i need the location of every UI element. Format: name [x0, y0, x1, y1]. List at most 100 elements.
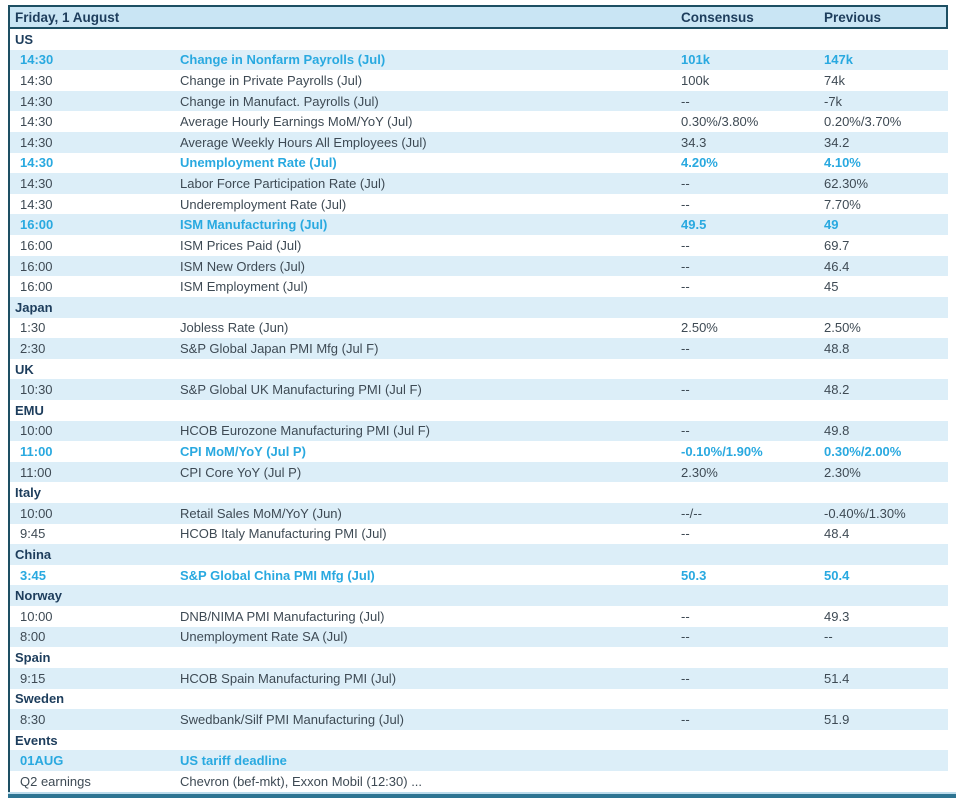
economic-calendar-table: Friday, 1 August Consensus Previous US 14…	[8, 5, 956, 798]
consensus-value: --	[681, 629, 690, 645]
previous-value: 0.30%/2.00%	[824, 443, 902, 459]
table-bottom-border	[8, 791, 956, 798]
event-name: CPI Core YoY (Jul P)	[180, 464, 302, 480]
event-name: S&P Global China PMI Mfg (Jul)	[180, 567, 375, 583]
previous-value: 62.30%	[824, 176, 869, 192]
section-row: UK	[10, 359, 948, 380]
event-row: 9:45 HCOB Italy Manufacturing PMI (Jul) --…	[10, 524, 948, 545]
table-body: US 14:30 Change in Nonfarm Payrolls (Jul) 1…	[10, 29, 948, 792]
event-name: Average Hourly Earnings MoM/YoY (Jul)	[180, 114, 413, 130]
event-row: 1:30 Jobless Rate (Jun) 2.50% 2.50%	[10, 318, 948, 339]
event-name: CPI MoM/YoY (Jul P)	[180, 443, 306, 459]
previous-value: 49.8	[824, 423, 850, 439]
section-row: EMU	[10, 400, 948, 421]
previous-value: -0.40%/1.30%	[824, 505, 906, 521]
event-row: 11:00 CPI MoM/YoY (Jul P) -0.10%/1.90% 0.30…	[10, 441, 948, 462]
event-time: 11:00	[20, 443, 53, 459]
section-label: Events	[15, 732, 58, 748]
event-name: HCOB Spain Manufacturing PMI (Jul)	[180, 670, 397, 686]
event-row: 16:00 ISM Prices Paid (Jul) -- 69.7	[10, 235, 948, 256]
section-row: Italy	[10, 482, 948, 503]
previous-value: 49.3	[824, 608, 850, 624]
event-time: 9:45	[20, 526, 46, 542]
event-name: US tariff deadline	[180, 753, 287, 769]
previous-value: 51.9	[824, 711, 850, 727]
section-label: Japan	[15, 299, 53, 315]
event-time: 1:30	[20, 320, 46, 336]
calendar-date-title: Friday, 1 August	[15, 9, 120, 25]
event-time: Q2 earnings	[20, 773, 91, 789]
event-time: 8:00	[20, 629, 46, 645]
previous-value: 0.20%/3.70%	[824, 114, 902, 130]
consensus-value: --	[681, 258, 690, 274]
event-name: HCOB Italy Manufacturing PMI (Jul)	[180, 526, 387, 542]
event-row: 16:00 ISM New Orders (Jul) -- 46.4	[10, 255, 948, 277]
event-time: 16:00	[20, 237, 53, 253]
event-row: 14:30 Change in Nonfarm Payrolls (Jul) 101…	[10, 49, 948, 71]
event-time: 01AUG	[20, 753, 64, 769]
event-time: 10:30	[20, 382, 53, 398]
section-label: Norway	[15, 588, 62, 604]
section-row: China	[10, 544, 948, 565]
previous-value: 48.2	[824, 382, 850, 398]
consensus-value: --	[681, 526, 690, 542]
event-name: HCOB Eurozone Manufacturing PMI (Jul F)	[180, 423, 430, 439]
event-name: Change in Manufact. Payrolls (Jul)	[180, 93, 379, 109]
previous-value: 51.4	[824, 670, 850, 686]
event-name: Unemployment Rate (Jul)	[180, 155, 337, 171]
event-name: S&P Global Japan PMI Mfg (Jul F)	[180, 340, 379, 356]
event-time: 10:00	[20, 505, 53, 521]
table-header-row: Friday, 1 August Consensus Previous	[10, 5, 948, 29]
consensus-value: --	[681, 711, 690, 727]
event-row: 8:00 Unemployment Rate SA (Jul) -- --	[10, 626, 948, 648]
event-time: 16:00	[20, 258, 53, 274]
event-name: Change in Nonfarm Payrolls (Jul)	[180, 52, 386, 68]
event-time: 8:30	[20, 711, 46, 727]
event-name: Underemployment Rate (Jul)	[180, 196, 347, 212]
event-row: 14:30 Change in Manufact. Payrolls (Jul) -…	[10, 90, 948, 112]
event-time: 10:00	[20, 423, 53, 439]
section-label: China	[15, 547, 52, 563]
event-name: DNB/NIMA PMI Manufacturing (Jul)	[180, 608, 385, 624]
previous-value: 4.10%	[824, 155, 861, 171]
section-label: Italy	[15, 485, 42, 501]
consensus-value: 50.3	[681, 567, 707, 583]
event-name: S&P Global UK Manufacturing PMI (Jul F)	[180, 382, 422, 398]
event-name: ISM Prices Paid (Jul)	[180, 237, 302, 253]
previous-value: 45	[824, 279, 839, 295]
consensus-value: --	[681, 670, 690, 686]
section-row: Japan	[10, 296, 948, 318]
event-time: 3:45	[20, 567, 47, 583]
event-name: ISM Employment (Jul)	[180, 279, 308, 295]
consensus-value: --	[681, 196, 690, 212]
consensus-value: --	[681, 382, 690, 398]
event-row: 14:30 Average Hourly Earnings MoM/YoY (Ju…	[10, 111, 948, 132]
section-label: US	[15, 31, 34, 47]
event-name: Unemployment Rate SA (Jul)	[180, 629, 348, 645]
event-row: 10:00 DNB/NIMA PMI Manufacturing (Jul) -- 4…	[10, 606, 948, 627]
previous-value: 50.4	[824, 567, 850, 583]
previous-value: 46.4	[824, 258, 850, 274]
event-row: 16:00 ISM Employment (Jul) -- 45	[10, 276, 948, 297]
previous-value: -7k	[824, 93, 843, 109]
event-name: Average Weekly Hours All Employees (Jul)	[180, 134, 427, 150]
section-label: EMU	[15, 402, 44, 418]
event-row: 9:15 HCOB Spain Manufacturing PMI (Jul) --…	[10, 667, 948, 689]
consensus-value: --	[681, 279, 690, 295]
event-row: 14:30 Average Weekly Hours All Employees …	[10, 132, 948, 153]
event-name: Jobless Rate (Jun)	[180, 320, 289, 336]
event-name: Labor Force Participation Rate (Jul)	[180, 176, 386, 192]
event-time: 14:30	[20, 114, 53, 130]
event-row: 14:30 Unemployment Rate (Jul) 4.20% 4.10%	[10, 153, 948, 174]
event-time: 2:30	[20, 340, 46, 356]
consensus-value: --	[681, 237, 690, 253]
consensus-value: -0.10%/1.90%	[681, 443, 763, 459]
consensus-value: --	[681, 608, 690, 624]
event-name: Swedbank/Silf PMI Manufacturing (Jul)	[180, 711, 404, 727]
section-row: Norway	[10, 585, 948, 607]
consensus-value: --	[681, 93, 690, 109]
event-row: 01AUG US tariff deadline	[10, 750, 948, 771]
event-time: 14:30	[20, 176, 53, 192]
consensus-value: --	[681, 340, 690, 356]
